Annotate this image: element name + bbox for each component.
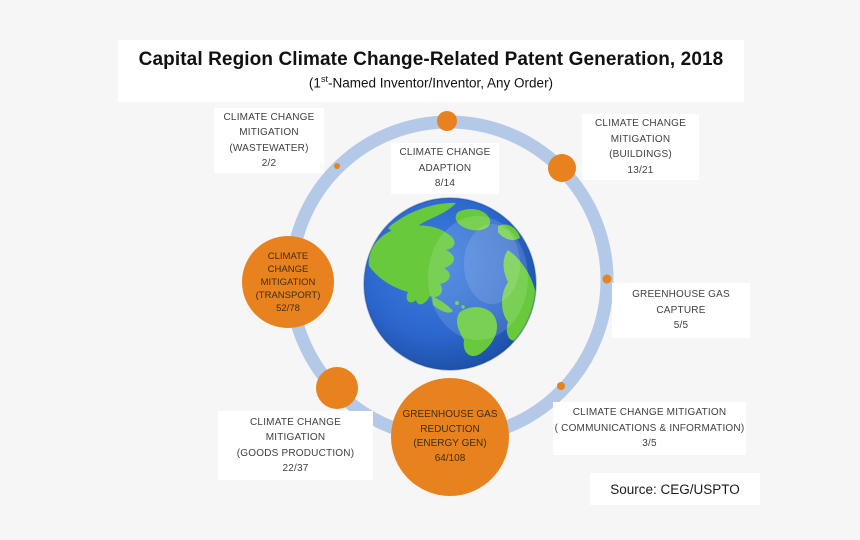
label-ghg-capture: GREENHOUSE GAS CAPTURE 5/5 — [612, 283, 750, 338]
label-buildings: CLIMATE CHANGE MITIGATION (BUILDINGS) 13… — [582, 114, 699, 180]
bubble-wastewater — [334, 163, 340, 169]
label-goods-production: CLIMATE CHANGE MITIGATION (GOODS PRODUCT… — [218, 411, 373, 480]
title-panel: Capital Region Climate Change-Related Pa… — [118, 40, 744, 102]
bubble-ghg-capture — [602, 274, 612, 284]
globe-icon — [363, 197, 537, 371]
bubble-communications — [557, 382, 565, 390]
bubble-energy-gen — [391, 378, 509, 496]
bubble-buildings — [548, 154, 576, 182]
bubble-label-transport: CLIMATE CHANGE MITIGATION (TRANSPORT) 52… — [255, 250, 321, 314]
bubble-adaption — [437, 111, 457, 131]
label-wastewater: CLIMATE CHANGE MITIGATION (WASTEWATER) 2… — [214, 108, 324, 173]
page-title: Capital Region Climate Change-Related Pa… — [138, 49, 724, 70]
bubble-goods-production — [316, 367, 358, 409]
label-communications: CLIMATE CHANGE MITIGATION ( COMMUNICATIO… — [553, 402, 746, 455]
source-credit: Source: CEG/USPTO — [590, 473, 760, 505]
label-adaption: CLIMATE CHANGE ADAPTION 8/14 — [391, 143, 499, 194]
page-subtitle: (1st-Named Inventor/Inventor, Any Order) — [118, 74, 744, 91]
bubble-label-energy-gen: GREENHOUSE GAS REDUCTION (ENERGY GEN) 64… — [402, 409, 498, 464]
subtitle-suffix: -Named Inventor/Inventor, Any Order) — [327, 75, 554, 91]
subtitle-superscript: st — [320, 74, 328, 84]
bubble-transport — [242, 236, 334, 328]
subtitle-prefix: (1 — [308, 75, 321, 91]
